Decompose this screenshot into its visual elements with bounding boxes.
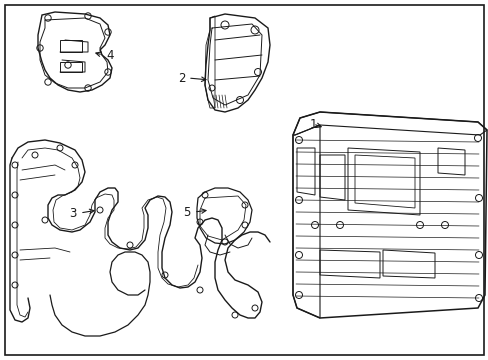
Text: 5: 5 bbox=[183, 206, 190, 219]
Text: 4: 4 bbox=[106, 49, 114, 62]
Text: 3: 3 bbox=[69, 207, 77, 220]
Text: 1: 1 bbox=[308, 117, 316, 131]
Text: 2: 2 bbox=[178, 72, 185, 85]
